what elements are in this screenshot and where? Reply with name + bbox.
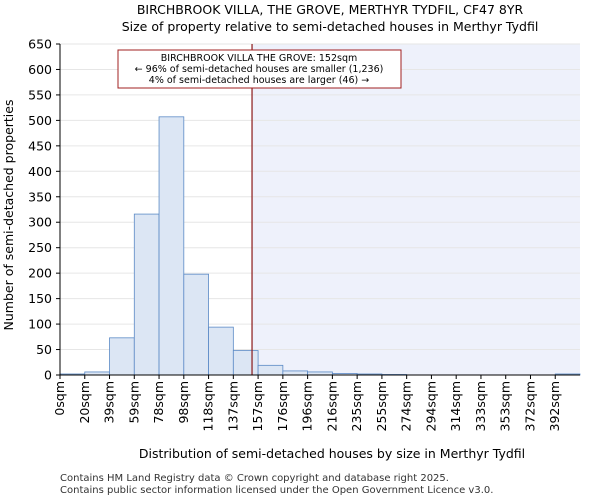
bar-176sqm [282,370,309,376]
y-tick-label: 450 [28,138,52,153]
footer-line-1: Contains HM Land Registry data © Crown c… [60,473,449,484]
footer-line-2: Contains public sector information licen… [60,485,494,496]
bar-118sqm [208,326,234,376]
annotation-box: BIRCHBROOK VILLA THE GROVE: 152sqm ← 96%… [117,49,402,89]
axes [59,44,580,376]
x-tick-label: 118sqm [201,381,216,431]
y-tick-label: 200 [28,266,52,281]
x-tick-label: 59sqm [126,381,141,424]
x-tick-label: 235sqm [349,381,364,431]
annotation-line-3: 4% of semi-detached houses are larger (4… [149,75,369,86]
annotation-frame [117,49,402,89]
y-tick-label: 600 [28,62,52,77]
y-tick-labels: 0 50 100 150 200 250 300 350 400 450 500 550 600 650 [28,37,60,383]
x-tick-label: 294sqm [423,381,438,431]
y-tick-label: 50 [36,342,52,357]
x-tick-label: 216sqm [324,381,339,431]
x-tick-label: 78sqm [151,381,166,424]
x-tick-label: 20sqm [77,381,92,424]
x-tick-label: 176sqm [275,381,290,431]
chart-title: BIRCHBROOK VILLA, THE GROVE, MERTHYR TYD… [137,2,524,17]
x-tick-label: 0sqm [52,381,67,416]
y-tick-label: 400 [28,164,52,179]
x-tick-label: 137sqm [225,381,240,431]
chart-subtitle: Size of property relative to semi-detach… [122,19,539,34]
annotation-line-2: ← 96% of semi-detached houses are smalle… [135,64,384,75]
x-tick-label: 392sqm [547,381,562,431]
y-tick-label: 150 [28,291,52,306]
x-tick-label: 314sqm [448,381,463,431]
y-tick-label: 650 [28,37,52,52]
bars [59,116,581,376]
x-tick-labels: 0sqm 20sqm 39sqm 59sqm 78sqm 98sqm 118sqm 137sq… [52,375,562,431]
annotation-line-1: BIRCHBROOK VILLA THE GROVE: 152sqm [161,53,358,64]
x-tick-label: 255sqm [374,381,389,431]
bar-59sqm [133,213,160,376]
bar-78sqm [158,116,185,376]
y-tick-label: 550 [28,87,52,102]
y-tick-label: 300 [28,215,52,230]
y-tick-label: 100 [28,317,52,332]
bar-98sqm [183,273,209,376]
x-axis-label: Distribution of semi-detached houses by … [139,446,525,461]
y-tick-label: 350 [28,189,52,204]
x-tick-label: 196sqm [300,381,315,431]
x-tick-label: 274sqm [399,381,414,431]
x-tick-label: 39sqm [102,381,117,424]
x-tick-label: 333sqm [473,381,488,431]
highlight-region [252,44,580,375]
x-tick-label: 157sqm [250,381,265,431]
y-tick-label: 500 [28,113,52,128]
y-tick-label: 250 [28,240,52,255]
x-tick-label: 98sqm [176,381,191,424]
bar-39sqm [109,337,135,376]
x-tick-label: 353sqm [498,381,513,431]
y-tick-label: 0 [44,368,52,383]
bar-157sqm [257,364,284,376]
y-axis-label: Number of semi-detached properties [1,100,16,331]
x-tick-label: 372sqm [522,381,537,431]
bar-137sqm [232,350,259,376]
